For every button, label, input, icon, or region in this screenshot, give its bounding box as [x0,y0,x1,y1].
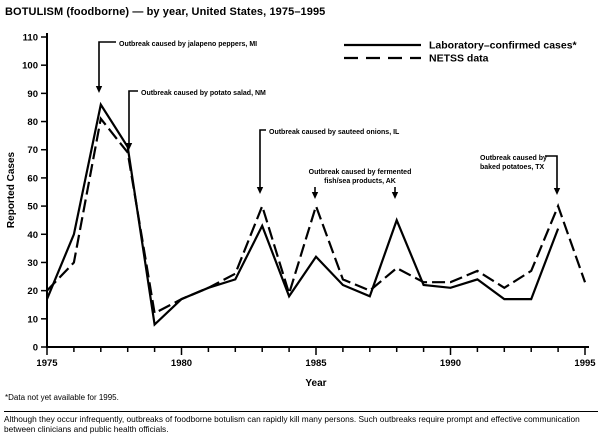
page-title: BOTULISM (foodborne) — by year, United S… [5,6,326,18]
netss-line [46,116,587,315]
annotation-label: Outbreak caused by fermented [309,169,412,176]
annotation-arrowhead-icon [391,192,399,199]
y-tick-label: 50 [27,202,38,213]
y-axis: 0 10 20 30 40 50 60 70 80 90 100 110 [22,33,47,354]
x-axis: 1975 1980 1985 1990 1995 [36,347,596,369]
legend-label: Laboratory–confirmed cases* [429,40,578,52]
annotation-label: Outbreak caused by jalapeno peppers, MI [119,41,257,48]
x-axis-title: Year [305,378,326,389]
y-tick-label: 60 [27,173,38,184]
annotation-connector [259,129,266,188]
y-tick-label: 80 [27,117,38,128]
annotation-label: Outbreak caused by sauteed onions, IL [269,129,400,136]
y-axis-title: Reported Cases [6,151,17,228]
botulism-line-chart: 0 10 20 30 40 50 60 70 80 90 100 110 1975 1980 1985 199… [6,33,596,390]
axes [46,33,589,348]
y-tick-label: 30 [27,258,38,269]
legend-label: NETSS data [429,53,489,65]
annotation-connector [98,41,116,87]
commentary-note: Although they occur infrequently, outbre… [4,414,580,434]
y-tick-label: 40 [27,230,38,241]
footer-divider [4,411,598,412]
x-tick-label: 1975 [36,358,58,369]
y-tick-label: 90 [27,89,38,100]
annotation-arrowhead-icon [256,187,264,194]
y-tick-label: 70 [27,145,38,156]
x-tick-label: 1995 [574,358,596,369]
annotation-arrowhead-icon [311,192,319,199]
y-tick-label: 20 [27,286,38,297]
annotation-connector [128,90,138,144]
footnote-data-availability: *Data not yet available for 1995. [5,393,119,402]
y-tick-label: 100 [22,61,38,72]
x-tick-label: 1990 [440,358,461,369]
lab-confirmed-line [45,101,560,327]
y-tick-label: 110 [23,33,38,44]
x-tick-label: 1980 [171,358,192,369]
annotation-arrowhead-icon [125,143,133,150]
x-tick-label: 1985 [305,358,327,369]
annotations: Outbreak caused by jalapeno peppers, MI O… [95,41,561,199]
annotation-label: Outbreak caused by [480,155,547,162]
annotation-arrowhead-icon [553,188,561,195]
annotation-label: baked potatoes, TX [480,164,545,171]
annotation-label: Outbreak caused by potato salad, NM [141,90,266,97]
y-tick-label: 10 [27,314,38,325]
legend: Laboratory–confirmed cases*NETSS data [344,40,578,65]
annotation-arrowhead-icon [95,86,103,93]
annotation-connector [545,155,558,189]
annotation-label: fish/sea products, AK [324,178,396,185]
y-tick-label: 0 [33,343,38,354]
